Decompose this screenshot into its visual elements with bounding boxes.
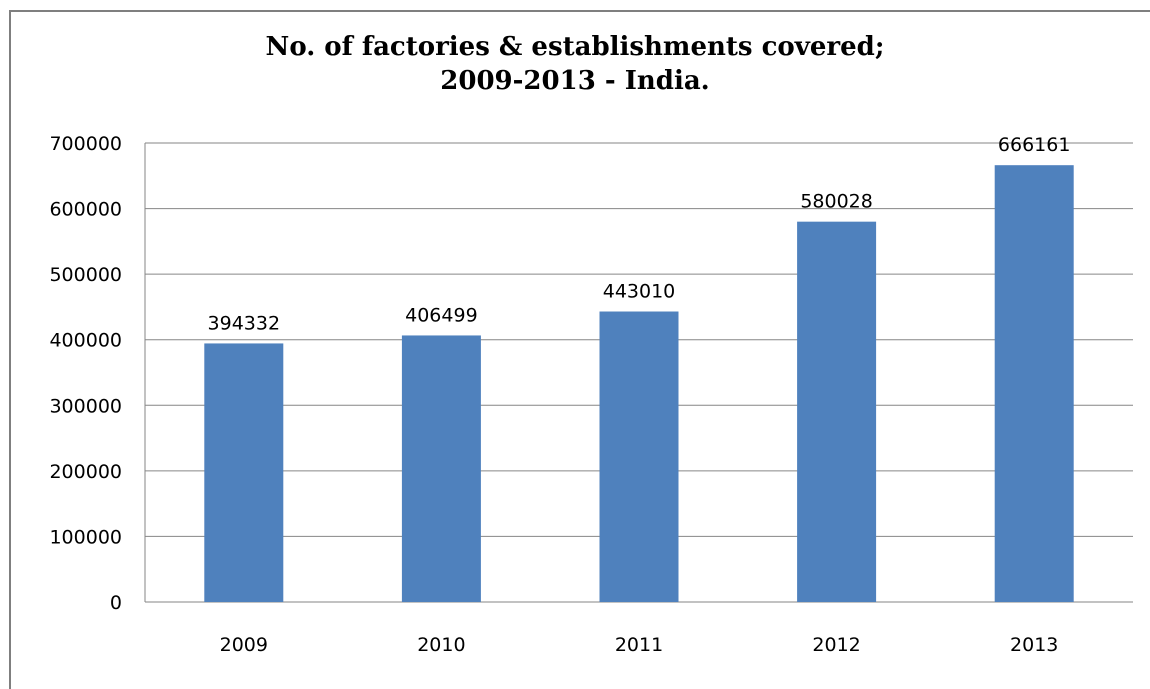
bar <box>204 343 284 602</box>
chart-title: No. of factories & establishments covere… <box>0 30 1150 98</box>
y-tick-label: 700000 <box>49 133 122 155</box>
y-tick-label: 500000 <box>49 264 122 286</box>
x-tick-label: 2010 <box>417 634 465 656</box>
data-label: 394332 <box>208 312 281 334</box>
y-tick-label: 600000 <box>49 199 122 221</box>
data-label: 406499 <box>405 304 478 326</box>
chart-title-line-1: No. of factories & establishments covere… <box>265 32 885 62</box>
y-tick-label: 400000 <box>49 330 122 352</box>
x-tick-label: 2011 <box>615 634 663 656</box>
bars <box>204 165 1074 602</box>
x-tick-label: 2013 <box>1010 634 1058 656</box>
x-tick-label: 2012 <box>812 634 860 656</box>
bar <box>599 311 679 602</box>
y-tick-label: 300000 <box>49 395 122 417</box>
data-label: 666161 <box>998 134 1071 156</box>
bar <box>797 221 877 602</box>
data-label: 580028 <box>800 191 873 213</box>
y-tick-label: 200000 <box>49 461 122 483</box>
data-label: 443010 <box>603 281 676 303</box>
bar <box>401 335 481 602</box>
y-tick-label: 100000 <box>49 526 122 548</box>
y-tick-label: 0 <box>110 592 122 614</box>
bar <box>994 165 1074 602</box>
chart-frame <box>9 10 1150 689</box>
chart-title-line-2: 2009-2013 - India. <box>440 66 710 96</box>
labels: 0 100000 200000 300000 400000 500000 600000 700… <box>49 133 1070 656</box>
x-tick-label: 2009 <box>220 634 268 656</box>
